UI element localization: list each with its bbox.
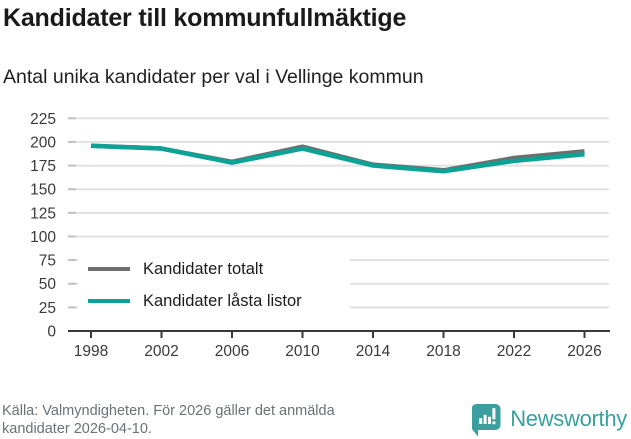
legend-swatch-locked-lists — [88, 299, 130, 303]
page-title: Kandidater till kommunfullmäktige — [3, 4, 407, 32]
x-axis-label: 2002 — [144, 343, 178, 360]
y-axis-label: 125 — [30, 205, 56, 222]
y-axis-label: 225 — [30, 111, 56, 128]
source-note-line2: kandidater 2026-04-10. — [2, 421, 152, 437]
x-axis-label: 2022 — [497, 343, 531, 360]
y-axis-label: 25 — [39, 300, 56, 317]
legend-label-locked-lists: Kandidater låsta listor — [143, 291, 302, 310]
legend-swatch-total — [88, 267, 130, 271]
legend-item-total: Kandidater totalt — [88, 259, 340, 279]
y-axis-label: 150 — [30, 182, 56, 199]
brand-name: Newsworthy — [510, 406, 627, 431]
y-axis-label: 0 — [47, 324, 56, 341]
y-axis-label: 200 — [30, 134, 56, 151]
source-note-line1: Källa: Valmyndigheten. För 2026 gäller d… — [2, 403, 335, 419]
source-note: Källa: Valmyndigheten. För 2026 gäller d… — [2, 402, 335, 438]
series-line-kandidater-l-sta-listor — [90, 143, 585, 174]
x-axis-label: 2014 — [356, 343, 391, 360]
x-axis-label: 2018 — [426, 343, 460, 360]
y-axis-label: 100 — [30, 229, 56, 246]
x-axis-label: 2006 — [215, 343, 249, 360]
x-axis-label: 1998 — [74, 343, 108, 360]
legend-item-locked-lists: Kandidater låsta listor — [88, 291, 340, 311]
chart-legend: Kandidater totalt Kandidater låsta listo… — [78, 251, 350, 319]
newsworthy-logo: Newsworthy — [472, 401, 627, 437]
chart-subtitle: Antal unika kandidater per val i Velling… — [3, 66, 424, 88]
x-axis-label: 2010 — [285, 343, 320, 360]
y-axis-label: 175 — [30, 158, 56, 175]
newsworthy-speech-bubble-barchart-icon — [472, 403, 501, 436]
x-axis-label: 2026 — [567, 343, 601, 360]
legend-label-total: Kandidater totalt — [143, 259, 264, 278]
y-axis-label: 75 — [39, 253, 56, 270]
y-axis-label: 50 — [39, 276, 57, 293]
